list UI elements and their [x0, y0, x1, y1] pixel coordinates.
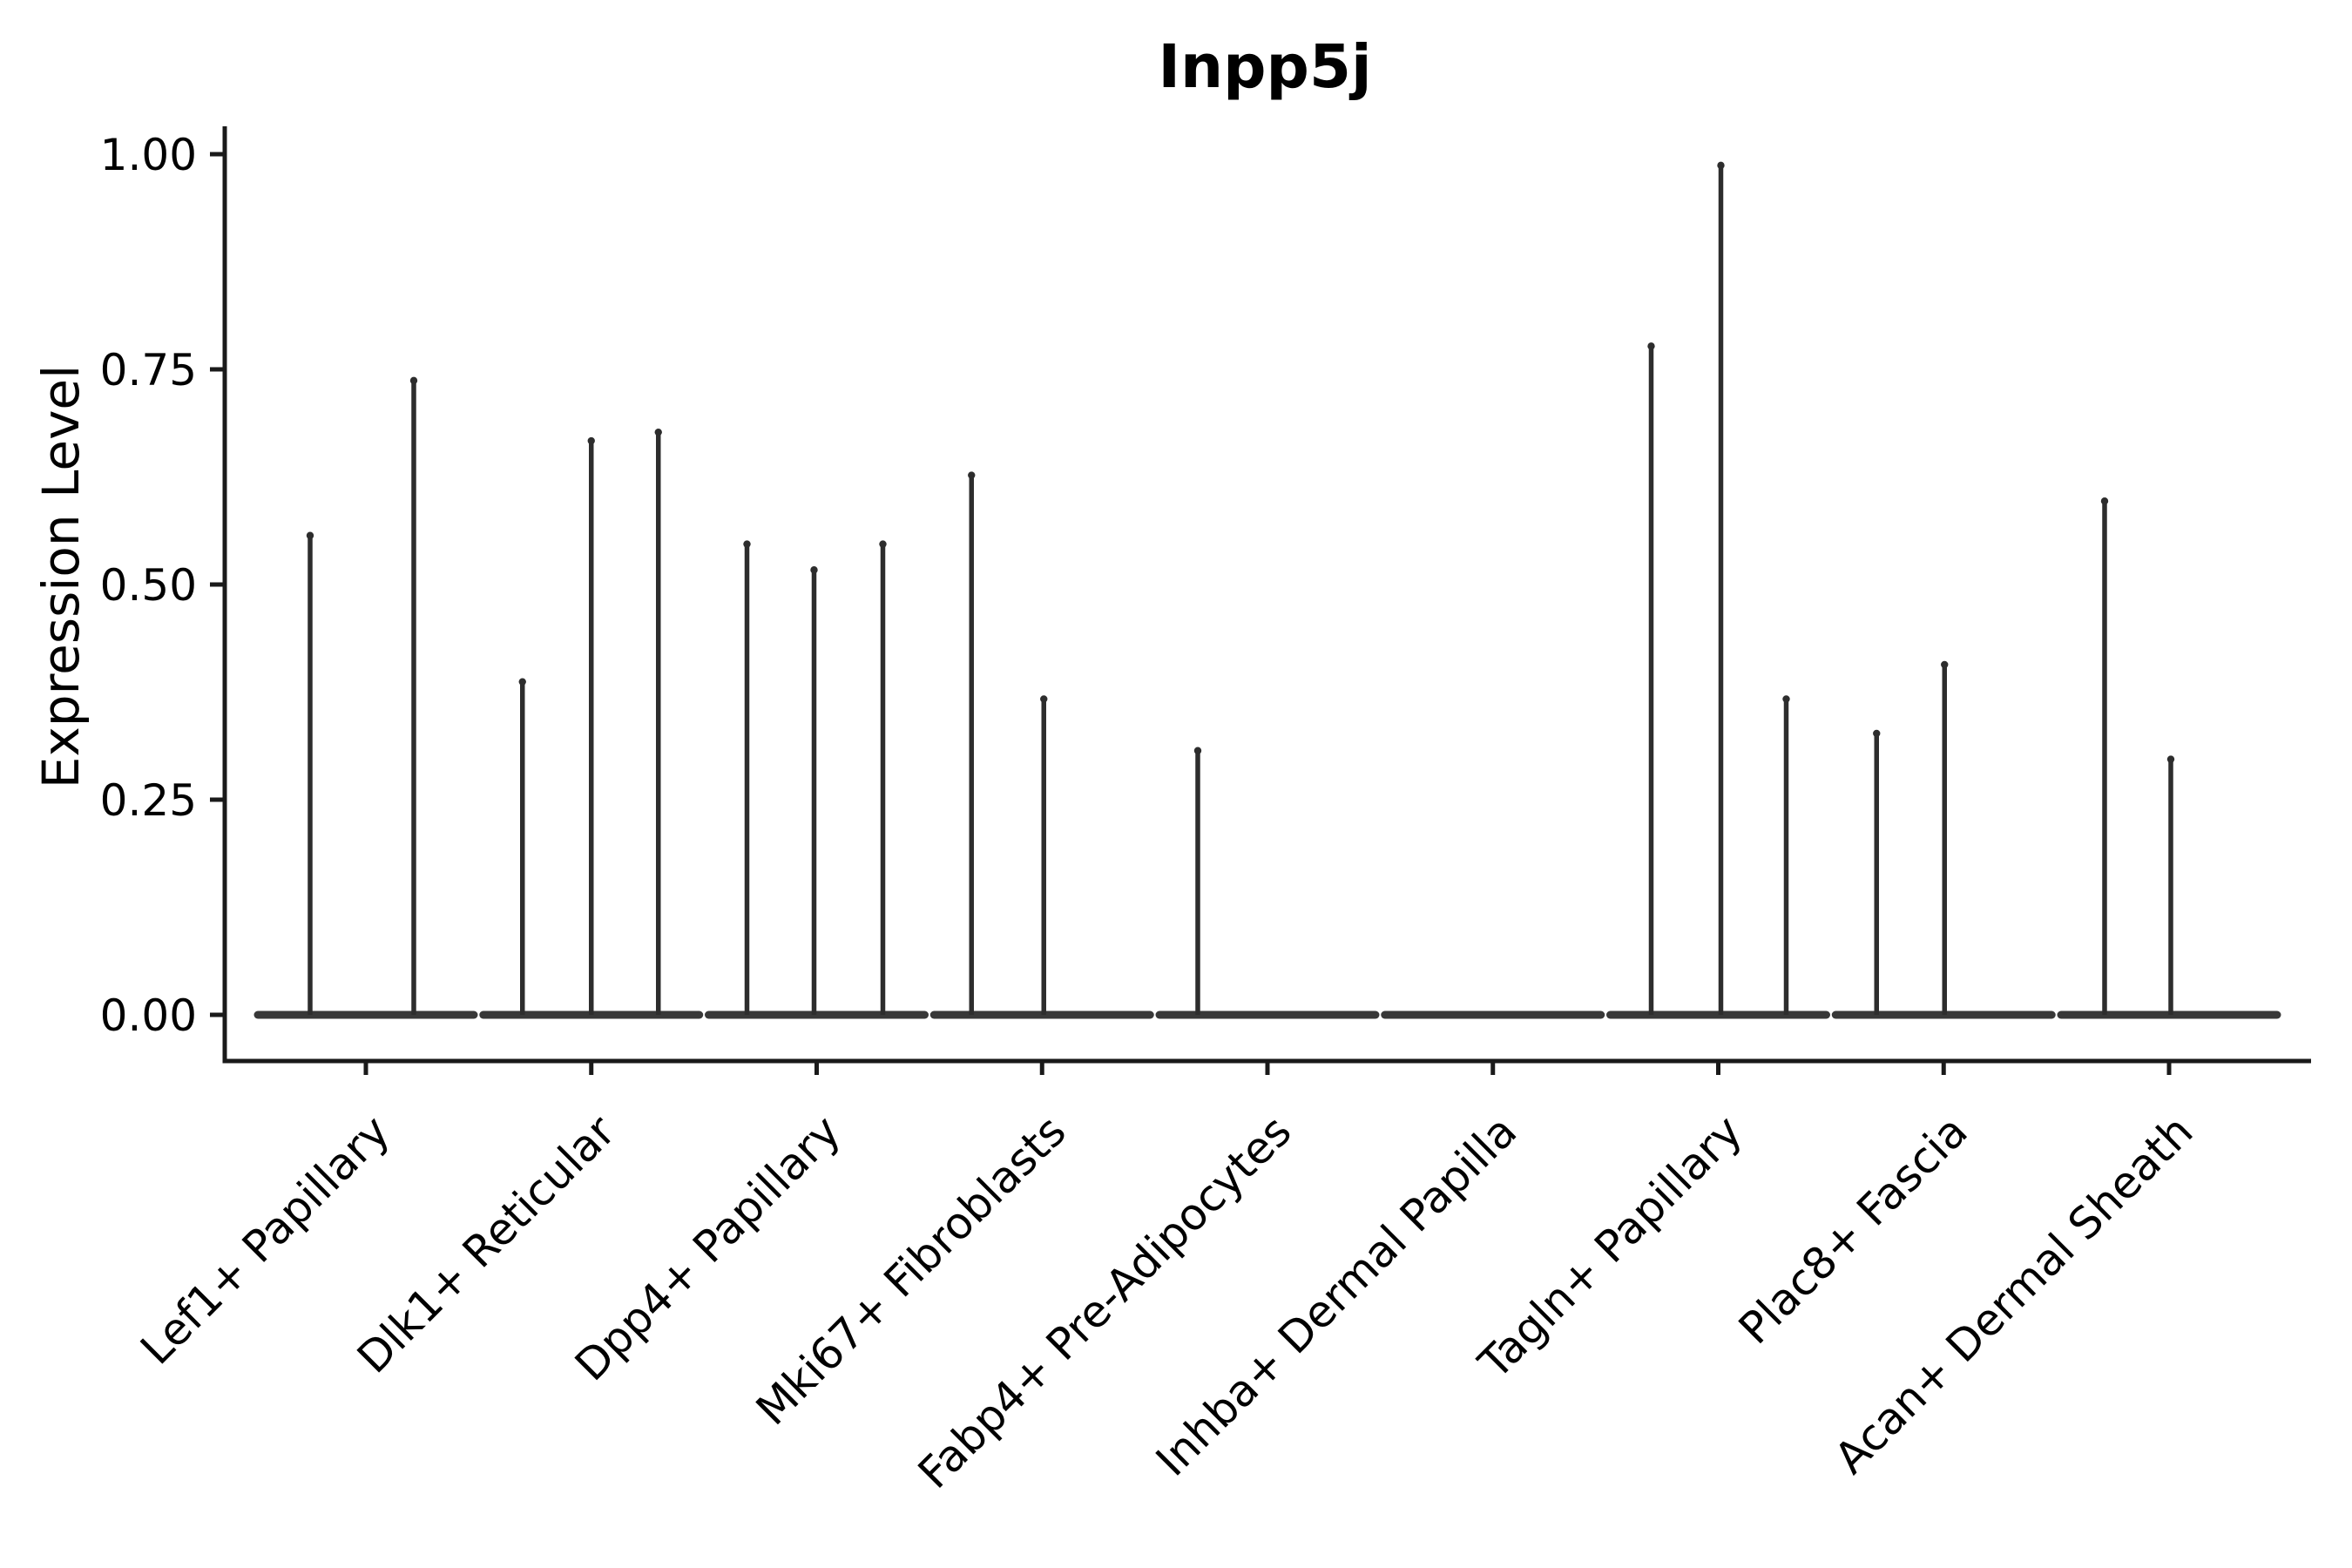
- expression-spike-tip: [1647, 342, 1655, 350]
- plot-title: Inpp5j: [1158, 32, 1372, 102]
- expression-spike-tip: [1040, 695, 1048, 703]
- expression-spike-tip: [518, 678, 526, 686]
- expression-spike-tip: [654, 428, 662, 436]
- x-tick-label: Acan+ Dermal Sheath: [1825, 1105, 2203, 1484]
- y-tick-label: 0.25: [100, 775, 197, 826]
- x-tick-label: Lef1+ Papillary: [131, 1105, 399, 1374]
- expression-spike-tip: [968, 471, 976, 479]
- expression-spike-tip: [306, 531, 314, 539]
- y-tick-label: 0.75: [100, 345, 197, 395]
- y-tick-label: 0.00: [100, 990, 197, 1041]
- x-tick-label: Plac8+ Fascia: [1729, 1105, 1977, 1354]
- expression-spike-tip: [743, 540, 751, 548]
- expression-spike-tip: [1717, 161, 1725, 170]
- y-tick-label: 0.50: [100, 560, 197, 611]
- expression-spike-tip: [1193, 747, 1202, 754]
- expression-spike-tip: [879, 540, 887, 548]
- expression-spike-tip: [409, 376, 418, 385]
- expression-spike-tip: [810, 566, 818, 574]
- x-tick-label: Inhba+ Dermal Papilla: [1146, 1105, 1526, 1485]
- expression-spike-tip: [1873, 729, 1881, 738]
- expression-spike-tip: [1941, 660, 1949, 669]
- expression-spike-tip: [2166, 755, 2175, 763]
- expression-spike-tip: [1782, 695, 1790, 703]
- x-tick-label: Fabp4+ Pre-Adipocytes: [909, 1105, 1301, 1498]
- expression-spike-tip: [587, 436, 595, 445]
- y-axis-title: Expression Level: [31, 364, 91, 789]
- y-tick-label: 1.00: [100, 130, 197, 180]
- expression-spike-tip: [2100, 497, 2109, 505]
